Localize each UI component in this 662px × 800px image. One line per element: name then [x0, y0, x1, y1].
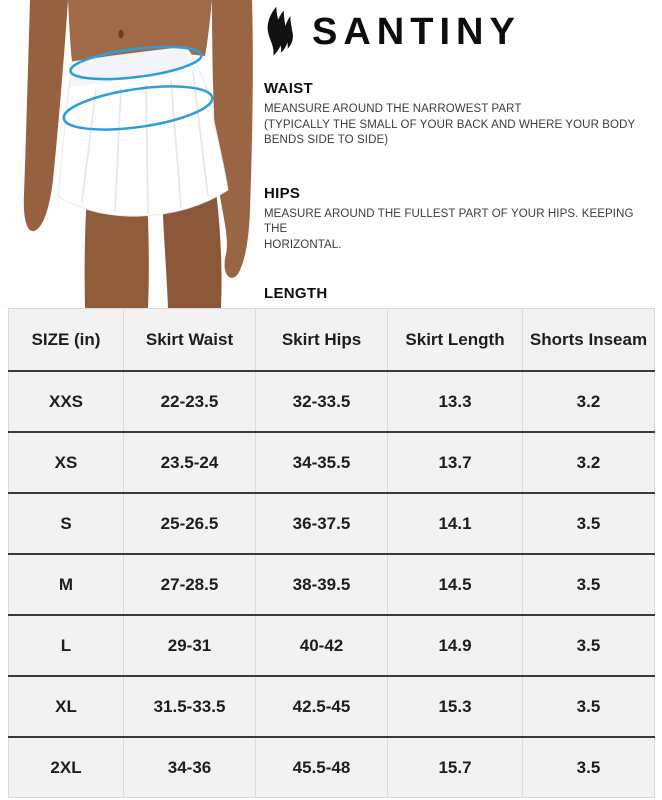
- table-row-xl: XL 31.5-33.5 42.5-45 15.3 3.5: [8, 676, 655, 738]
- table-row-xxs: XXS 22-23.5 32-33.5 13.3 3.2: [8, 371, 655, 433]
- brand-name: SANTINY: [312, 11, 521, 53]
- value-cell: 13.3: [387, 371, 523, 433]
- table-row-m: M 27-28.5 38-39.5 14.5 3.5: [8, 554, 655, 616]
- section-text-line: MEANSURE AROUND THE NARROWEST PART: [264, 103, 522, 115]
- navel: [118, 29, 124, 39]
- value-cell: 40-42: [255, 615, 388, 677]
- column-header-skirt-length: Skirt Length: [387, 308, 523, 372]
- waist-measure-ellipse: [69, 45, 203, 81]
- value-cell: 22-23.5: [123, 371, 256, 433]
- size-cell: XL: [8, 676, 124, 738]
- value-cell: 34-36: [123, 737, 256, 798]
- value-cell: 14.5: [387, 554, 523, 616]
- size-cell: M: [8, 554, 124, 616]
- section-text-line: BENDS SIDE TO SIDE): [264, 134, 389, 146]
- header-row: SIZE (in) Skirt Waist Skirt Hips Skirt L…: [8, 308, 655, 372]
- section-text-line: (TYPICALLY THE SMALL OF YOUR BACK AND WH…: [264, 118, 636, 131]
- size-cell: XS: [8, 432, 124, 494]
- size-cell: XXS: [8, 371, 124, 433]
- size-table: SIZE (in) Skirt Waist Skirt Hips Skirt L…: [8, 308, 655, 798]
- value-cell: 32-33.5: [255, 371, 388, 433]
- value-cell: 42.5-45: [255, 676, 388, 738]
- value-cell: 3.5: [522, 554, 655, 616]
- skirt-waistband: [70, 47, 196, 87]
- column-header-size: SIZE (in): [8, 308, 124, 372]
- section-heading: LENGTH: [264, 285, 328, 302]
- size-cell: S: [8, 493, 124, 555]
- value-cell: 3.5: [522, 676, 655, 738]
- value-cell: 3.2: [522, 432, 655, 494]
- product-photo: [0, 0, 256, 308]
- value-cell: 3.5: [522, 615, 655, 677]
- value-cell: 25-26.5: [123, 493, 256, 555]
- value-cell: 3.5: [522, 493, 655, 555]
- value-cell: 38-39.5: [255, 554, 388, 616]
- section-hips: HIPS MEASURE AROUND THE FULLEST PART OF …: [264, 185, 656, 254]
- value-cell: 31.5-33.5: [123, 676, 256, 738]
- value-cell: 13.7: [387, 432, 523, 494]
- value-cell: 45.5-48: [255, 737, 388, 798]
- table-row-2xl: 2XL 34-36 45.5-48 15.7 3.5: [8, 737, 655, 798]
- table-row-xs: XS 23.5-24 34-35.5 13.7 3.2: [8, 432, 655, 494]
- column-header-shorts-inseam: Shorts Inseam: [522, 308, 655, 372]
- value-cell: 3.2: [522, 371, 655, 433]
- value-cell: 15.7: [387, 737, 523, 798]
- value-cell: 14.9: [387, 615, 523, 677]
- section-text-line: MEASURE AROUND THE FULLEST PART OF YOUR …: [264, 207, 634, 236]
- column-header-skirt-waist: Skirt Waist: [123, 308, 256, 372]
- value-cell: 36-37.5: [255, 493, 388, 555]
- value-cell: 3.5: [576, 757, 601, 777]
- section-heading: WAIST: [264, 80, 313, 97]
- value-cell: 29-31: [123, 615, 256, 677]
- skirt-pleats: [81, 71, 209, 215]
- section-text-line: HORIZONTAL.: [264, 238, 342, 251]
- value-cell: 34-35.5: [255, 432, 388, 494]
- value-cell: 23.5-24: [123, 432, 256, 494]
- table-row-l: L 29-31 40-42 14.9 3.5: [8, 615, 655, 677]
- size-cell: 2XL: [8, 737, 124, 798]
- column-header-skirt-hips: Skirt Hips: [255, 308, 388, 372]
- section-heading: HIPS: [264, 184, 301, 202]
- section-waist: WAIST MEANSURE AROUND THE NARROWEST PART…: [264, 80, 656, 149]
- value-cell: 14.1: [387, 493, 523, 555]
- size-cell: L: [8, 615, 124, 677]
- hero-section: SANTINY WAIST MEANSURE AROUND THE NARROW…: [0, 0, 662, 320]
- value-cell: 15.3: [387, 676, 523, 738]
- value-cell: 27-28.5: [123, 554, 256, 616]
- brand-logo: SANTINY: [264, 4, 656, 60]
- hips-measure-ellipse: [62, 85, 214, 131]
- flame-icon: [264, 4, 296, 60]
- table-row-s: S 25-26.5 36-37.5 14.1 3.5: [8, 493, 655, 555]
- measure-guide: SANTINY WAIST MEANSURE AROUND THE NARROW…: [264, 0, 656, 320]
- model-in-skirt-illustration: [0, 0, 256, 308]
